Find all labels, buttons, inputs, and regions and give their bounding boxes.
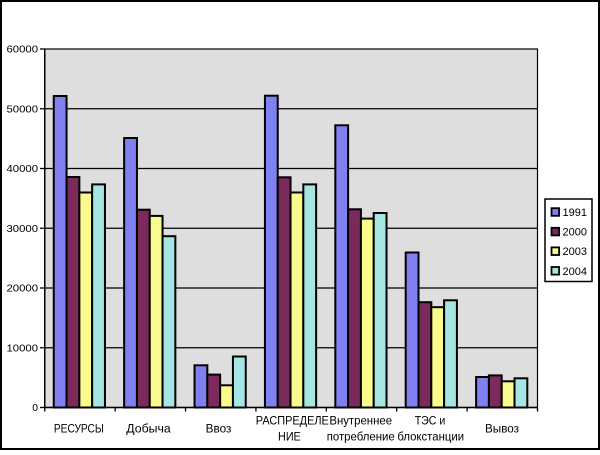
svg-text:2000: 2000 xyxy=(563,227,588,239)
svg-text:40000: 40000 xyxy=(7,164,39,175)
svg-text:1991: 1991 xyxy=(563,207,588,219)
svg-text:потребление: потребление xyxy=(327,429,395,443)
svg-text:Вывоз: Вывоз xyxy=(485,421,519,435)
svg-text:60000: 60000 xyxy=(7,45,39,56)
svg-text:2004: 2004 xyxy=(563,266,588,278)
svg-text:20000: 20000 xyxy=(7,284,39,295)
svg-text:10000: 10000 xyxy=(7,343,39,354)
svg-text:50000: 50000 xyxy=(7,104,39,115)
svg-text:НИЕ: НИЕ xyxy=(278,429,301,443)
svg-text:0: 0 xyxy=(32,403,38,414)
svg-text:30000: 30000 xyxy=(7,224,39,235)
svg-text:РАСПРЕДЕЛЕ: РАСПРЕДЕЛЕ xyxy=(256,414,329,428)
svg-text:блокстанции: блокстанции xyxy=(397,429,464,443)
svg-text:ТЭС и: ТЭС и xyxy=(415,414,446,428)
svg-text:Внутреннее: Внутреннее xyxy=(329,414,392,428)
svg-text:Добыча: Добыча xyxy=(126,421,171,435)
svg-text:2003: 2003 xyxy=(563,246,588,258)
svg-text:РЕСУРСЫ: РЕСУРСЫ xyxy=(54,421,104,435)
svg-text:Ввоз: Ввоз xyxy=(206,421,232,435)
